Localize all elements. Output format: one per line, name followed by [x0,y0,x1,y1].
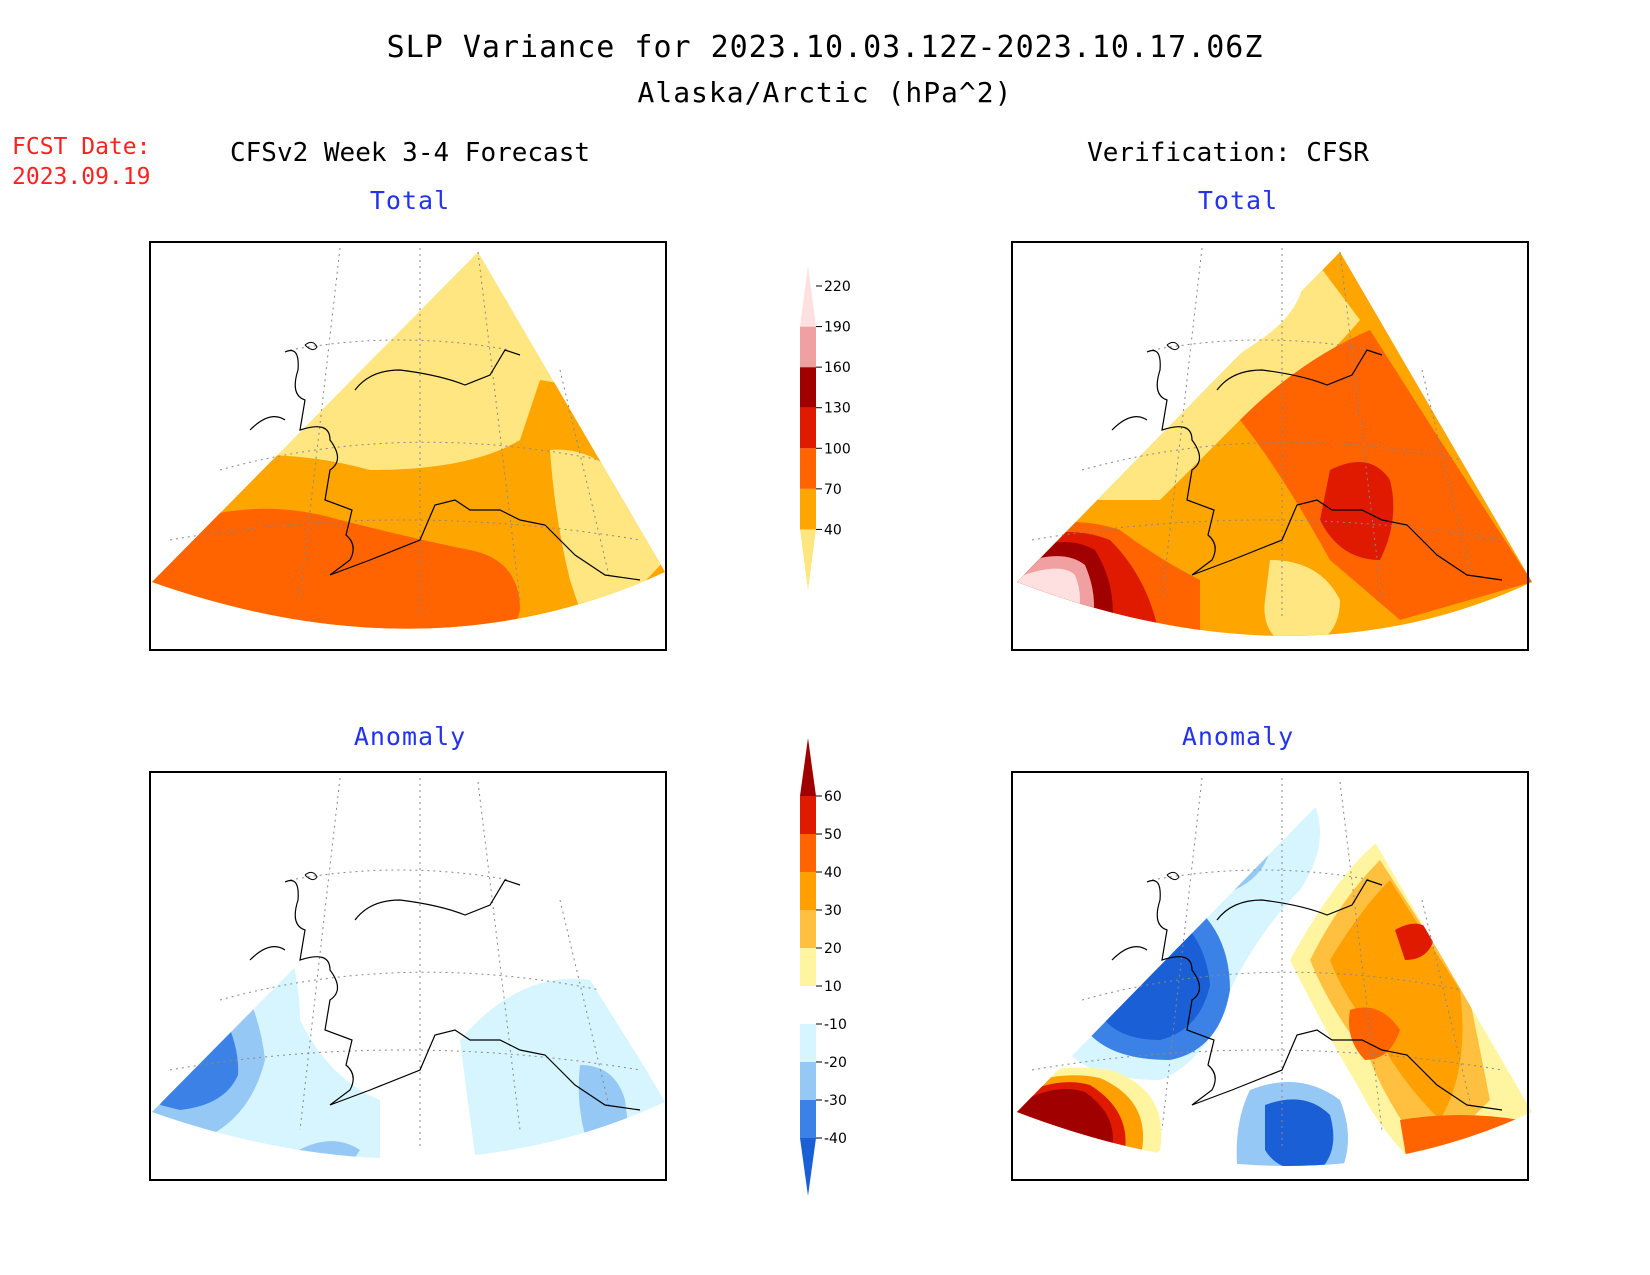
shade-below-minus40 [1086,904,1210,1040]
shade-40-50 [1349,1007,1400,1060]
panel-overlay [169,247,641,620]
shade-minus20-minus30-south [290,1141,360,1159]
colorbar-tick-label: 40 [824,522,842,538]
colorbar-segment [800,367,816,408]
shade-below-minus40-south [1265,1099,1334,1166]
panel-label-verification-anomaly: Anomaly [1181,722,1295,751]
shade-40-50-south [1400,1115,1520,1166]
colorbar-segment [800,910,816,948]
panel-label-verification-total: Total [1197,186,1279,215]
graticule-meridian [299,247,341,601]
graticule-parallel [289,869,511,881]
colorbar-segment [800,407,816,449]
colorbar-tick-label: 30 [824,903,842,919]
panel-label-forecast-total: Total [369,186,451,215]
colorbar-tick-label: 190 [824,320,851,336]
map-subtitle: Alaska/Arctic (hPa^2) [637,76,1013,109]
colorbar-tick-label: 130 [824,401,851,417]
island [304,341,318,351]
panel-overlay [169,777,641,1150]
shade-40-70-south [1264,560,1340,636]
left-column-heading: CFSv2 Week 3-4 Forecast [229,138,591,168]
graticule-meridian [1339,251,1383,601]
graticule-meridian [1339,781,1383,1131]
shade-130-160-east [1320,462,1394,560]
shade-30-40 [1330,880,1463,1120]
colorbar-tick-label: -30 [824,1093,847,1109]
graticule-parallel [289,339,511,351]
colorbar-tick-label: 100 [824,441,851,457]
graticule-meridian [299,777,341,1131]
forecast-date-label: FCST Date: [12,134,151,160]
shade-50-60 [1395,923,1435,960]
panel-overlay [1031,247,1503,620]
map-overlays [169,247,1503,1150]
colorbar-segment [800,448,816,489]
colorbar-segment [800,488,816,530]
shade-100-130 [152,508,520,629]
forecast-date-value: 2023.09.19 [12,164,151,190]
colorbar-segment [800,948,816,986]
graticule-meridian [1161,777,1203,1131]
shade-minus10-minus20-east [460,978,665,1159]
colorbar-tick-label: 70 [824,482,842,498]
colorbar-tick-label: 50 [824,827,842,843]
colorbar-tick-label: 10 [824,979,842,995]
forecast-anomaly-map [152,782,665,1159]
right-column-heading: Verification: CFSR [1087,138,1369,168]
graticule-meridian [1161,247,1203,601]
colorbar-segment [800,266,816,327]
verification-anomaly-frame [1011,771,1529,1181]
verification-total-map [1017,252,1532,636]
colorbar-segment [800,529,816,590]
coastline [249,879,641,1111]
colorbar-segment [800,1024,816,1062]
graticule-parallel [1151,869,1373,881]
map-title: SLP Variance for 2023.10.03.12Z-2023.10.… [386,30,1264,65]
graticule-parallel [219,971,601,1001]
coastline [249,349,641,581]
colorbar-tick-label: 160 [824,360,851,376]
graticule-parallel [1081,441,1463,471]
forecast-total-frame [149,241,667,651]
colorbar-tick-label: 220 [824,279,851,295]
colorbar-tick-label: 20 [824,941,842,957]
colorbar-segment [800,326,816,368]
shade-40-70-east [550,449,665,629]
colorbar-tick-label: -40 [824,1131,847,1147]
colorbar-tick-label: -10 [824,1017,847,1033]
colorbar-segment [800,1138,816,1196]
colorbar-anomaly: -40 -30 -20 -10 10 20 30 40 50 60 [800,738,847,1196]
verification-total-frame [1011,241,1529,651]
colorbar-segment [800,834,816,872]
colorbar-segment [800,796,816,834]
graticule-parallel [219,441,601,471]
island [1166,341,1180,351]
colorbar-segment [800,1062,816,1100]
coastline [1111,349,1503,581]
graticule-parallel [1081,971,1463,1001]
coastline [1111,879,1503,1111]
panel-label-forecast-anomaly: Anomaly [353,722,467,751]
colorbar-tick-label: 60 [824,789,842,805]
colorbar-total: 40 70 100 130 160 190 220 [800,266,851,590]
island [304,871,318,881]
island [1166,871,1180,881]
colorbar-tick-label: -20 [824,1055,847,1071]
panel-overlay [1031,777,1503,1150]
verification-anomaly-map [1017,782,1532,1166]
colorbar-tick-label: 40 [824,865,842,881]
graticule-meridian [477,781,521,1131]
shade-above-220 [1017,568,1080,620]
colorbar-segment [800,1100,816,1138]
colorbar-segment [800,738,816,796]
forecast-anomaly-frame [149,771,667,1181]
colorbar-segment [800,986,816,1024]
graticule-meridian [477,251,521,601]
graticule-parallel [1151,339,1373,351]
colorbar-segment [800,872,816,910]
